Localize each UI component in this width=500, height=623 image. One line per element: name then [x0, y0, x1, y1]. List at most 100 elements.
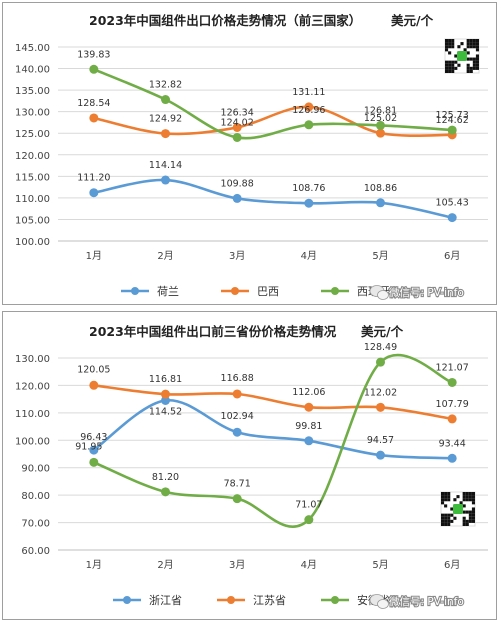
- data-label: 108.76: [292, 183, 325, 194]
- qr-module: [457, 45, 461, 49]
- data-label: 93.44: [439, 438, 466, 449]
- qr-module: [450, 513, 454, 517]
- qr-module: [472, 57, 476, 61]
- data-label: 81.20: [152, 472, 179, 483]
- qr-module: [465, 522, 469, 526]
- chart-title: 2023年中国组件出口价格走势情况（前三国家）: [89, 13, 361, 28]
- data-label: 71.07: [295, 500, 322, 511]
- data-label: 112.02: [364, 387, 397, 398]
- data-point: [161, 129, 170, 139]
- data-point: [161, 395, 170, 405]
- qr-module: [471, 498, 475, 502]
- legend-marker: [227, 596, 235, 604]
- y-tick-label: 70.00: [21, 519, 50, 530]
- qr-module: [451, 63, 455, 67]
- qr-module: [465, 498, 469, 502]
- qr-module: [463, 48, 467, 52]
- qr-module: [447, 516, 451, 520]
- qr-code-icon: [440, 491, 476, 527]
- data-label: 126.96: [292, 105, 325, 116]
- legend-marker: [331, 287, 339, 295]
- qr-module: [471, 501, 475, 505]
- qr-module: [462, 510, 466, 514]
- chart-unit: 美元/个: [361, 324, 404, 339]
- data-point: [89, 380, 99, 390]
- data-label: 120.05: [77, 364, 110, 375]
- qr-module: [445, 39, 449, 43]
- data-label: 128.54: [77, 98, 110, 109]
- qr-module: [471, 495, 475, 499]
- qr-module: [445, 66, 449, 70]
- data-label: 102.94: [221, 411, 254, 422]
- data-point: [376, 450, 385, 460]
- chart-panel-export-countries: 2023年中国组件出口价格走势情况（前三国家） 美元/个 100.00 105.00 1…: [2, 2, 497, 305]
- y-tick-label: 105.00: [15, 215, 50, 226]
- wechat-bubble-small: [377, 290, 389, 300]
- qr-module: [472, 39, 476, 43]
- qr-module: [459, 501, 463, 505]
- y-tick-label: 125.00: [15, 129, 50, 140]
- series-line-2: [93, 68, 453, 140]
- data-label: 132.82: [149, 80, 182, 91]
- qr-module: [447, 519, 451, 523]
- qr-module: [453, 498, 457, 502]
- data-point: [447, 414, 457, 424]
- y-tick-label: 130.00: [15, 354, 50, 365]
- qr-module: [444, 495, 448, 499]
- qr-module: [444, 522, 448, 526]
- qr-module: [444, 492, 448, 496]
- qr-module: [466, 51, 470, 55]
- qr-module: [468, 495, 472, 499]
- data-point: [161, 175, 170, 185]
- data-point: [304, 515, 314, 525]
- qr-module: [441, 519, 445, 523]
- qr-module: [441, 495, 445, 499]
- qr-module: [466, 42, 470, 46]
- qr-module: [462, 522, 466, 526]
- data-label: 112.06: [292, 387, 325, 398]
- y-tick-label: 100.00: [15, 436, 50, 447]
- legend-label: 荷兰: [157, 285, 179, 298]
- qr-module: [468, 519, 472, 523]
- qr-module: [475, 60, 479, 64]
- series-line-1: [93, 105, 453, 137]
- data-point: [232, 427, 242, 437]
- y-tick-label: 120.00: [15, 381, 50, 392]
- data-point: [232, 122, 242, 132]
- qr-module: [441, 516, 445, 520]
- data-label: 78.71: [224, 479, 251, 490]
- y-tick-label: 90.00: [21, 464, 50, 475]
- data-point: [89, 457, 99, 467]
- x-tick-label: 6月: [444, 559, 460, 571]
- qr-module: [444, 504, 448, 508]
- y-tick-label: 100.00: [15, 237, 50, 248]
- qr-module: [454, 60, 458, 64]
- watermark: 微信号: PV-info: [369, 285, 465, 300]
- data-point: [232, 193, 242, 203]
- data-point: [447, 213, 457, 223]
- y-tick-label: 60.00: [21, 546, 50, 557]
- qr-module: [472, 42, 476, 46]
- data-point: [376, 357, 385, 367]
- qr-module: [441, 501, 445, 505]
- qr-module: [448, 63, 452, 67]
- data-point: [89, 113, 99, 123]
- qr-module: [447, 498, 451, 502]
- line-chart-countries: 2023年中国组件出口价格走势情况（前三国家） 美元/个 100.00 105.00 1…: [15, 13, 488, 300]
- qr-module: [447, 513, 451, 517]
- wechat-icon: [369, 594, 389, 609]
- chart-unit: 美元/个: [391, 13, 434, 28]
- qr-module: [466, 39, 470, 43]
- data-label: 126.34: [221, 107, 254, 118]
- data-point: [376, 120, 385, 130]
- qr-module: [451, 39, 455, 43]
- wechat-icon: [369, 285, 389, 300]
- data-label: 107.79: [436, 399, 469, 410]
- legend-label: 巴西: [257, 285, 279, 298]
- qr-module: [466, 63, 470, 67]
- data-label: 131.11: [292, 87, 325, 98]
- qr-module: [448, 42, 452, 46]
- x-tick-label: 4月: [301, 559, 317, 571]
- qr-module: [465, 519, 469, 523]
- data-point: [232, 389, 242, 399]
